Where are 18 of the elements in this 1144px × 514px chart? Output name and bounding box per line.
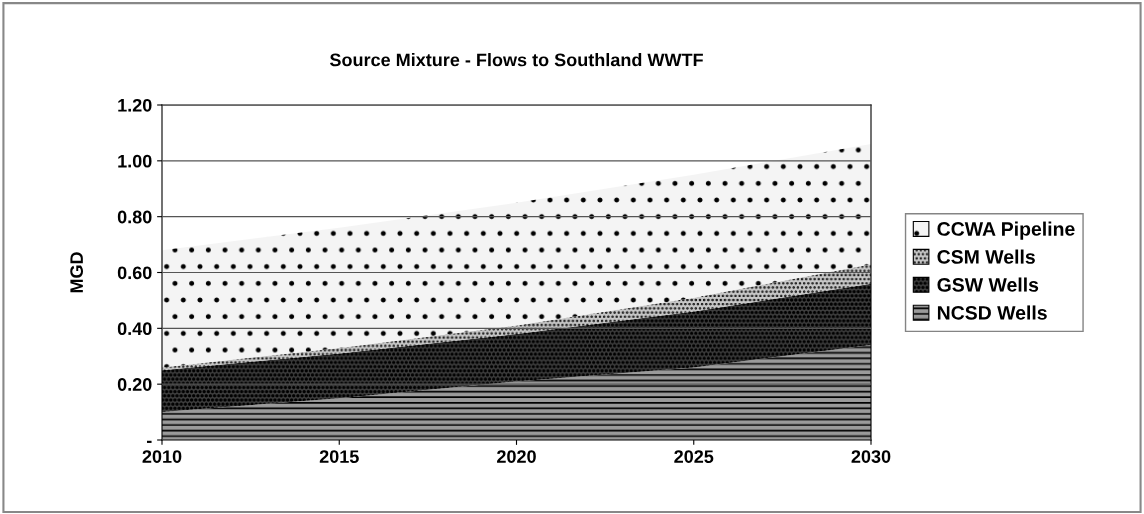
y-tick-label: 0.80 — [117, 210, 152, 224]
y-tick-label: 0.40 — [117, 322, 152, 336]
x-tick-label: 2020 — [497, 450, 536, 463]
chart-title: Source Mixture - Flows to Southland WWTF — [329, 53, 703, 67]
y-axis-title: MGD — [70, 252, 84, 293]
legend-label: GSW Wells — [937, 277, 1039, 292]
legend-label: CSM Wells — [937, 249, 1035, 264]
x-tick-label: 2010 — [142, 450, 182, 463]
y-tick-label: 1.20 — [118, 98, 152, 112]
x-tick-label: 2030 — [851, 450, 891, 464]
y-tick-label: 0.60 — [117, 266, 152, 280]
legend-label: CCWA Pipeline — [937, 221, 1075, 240]
y-tick-label: 0.20 — [117, 378, 152, 391]
y-tick-label: - — [146, 440, 152, 443]
x-tick-label: 2025 — [674, 450, 714, 463]
legend-label: NCSD Wells — [937, 305, 1047, 320]
y-tick-label: 1.00 — [118, 154, 152, 168]
x-tick-label: 2015 — [319, 450, 359, 463]
